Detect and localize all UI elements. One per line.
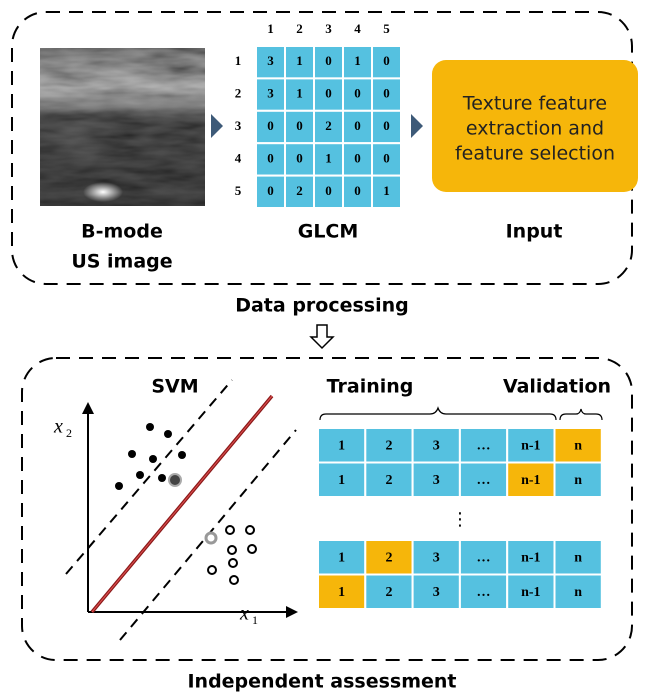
arrow bbox=[411, 114, 423, 138]
fold-label: n-1 bbox=[521, 550, 540, 565]
fold-label: 2 bbox=[385, 438, 392, 453]
cell-value: 0 bbox=[296, 118, 303, 133]
fold-label: 1 bbox=[338, 585, 345, 600]
fold-label: n-1 bbox=[521, 585, 540, 600]
cell-value: 3 bbox=[267, 53, 274, 68]
down-arrow bbox=[311, 325, 333, 348]
fold-label: n bbox=[574, 585, 582, 600]
glcm-matrix: 1 2 3 4 5 1 2 3 4 5 3 1 0 1 0 3 1 0 0 0 0 0 2 0 0 0 0 1 0 0 0 2 0 0 1 bbox=[235, 21, 401, 208]
fold-label: 3 bbox=[433, 438, 440, 453]
cell-value: 0 bbox=[267, 183, 274, 198]
caption: Independent assessment bbox=[187, 671, 456, 693]
fold-label: 2 bbox=[385, 585, 392, 600]
column-header: 2 bbox=[296, 21, 303, 36]
cell-value: 2 bbox=[325, 118, 332, 133]
fold-label: n-1 bbox=[521, 473, 540, 488]
training-brace bbox=[320, 408, 556, 420]
input-text: feature selection bbox=[455, 143, 615, 165]
fold-label: n-1 bbox=[521, 438, 540, 453]
cell-value: 0 bbox=[267, 118, 274, 133]
validation-label: Validation bbox=[503, 376, 611, 398]
input-text: Texture feature bbox=[462, 93, 607, 115]
cell-value: 0 bbox=[325, 53, 332, 68]
cell-value: 0 bbox=[383, 53, 390, 68]
y-axis-label: x bbox=[53, 416, 63, 438]
column-header: 3 bbox=[325, 21, 332, 36]
x-axis-label: x bbox=[239, 603, 249, 625]
fold-label: n bbox=[574, 473, 582, 488]
fold-label: … bbox=[477, 550, 491, 565]
fold-label: 1 bbox=[338, 438, 345, 453]
svm-plot bbox=[66, 380, 298, 640]
row-header: 5 bbox=[235, 183, 242, 198]
cell-value: 0 bbox=[354, 150, 361, 165]
row-header: 2 bbox=[235, 86, 242, 101]
arrow bbox=[211, 114, 223, 138]
cell-value: 0 bbox=[325, 183, 332, 198]
fold-label: 2 bbox=[385, 550, 392, 565]
cell-value: 3 bbox=[267, 86, 274, 101]
cell-value: 0 bbox=[325, 86, 332, 101]
row-header: 3 bbox=[235, 118, 242, 133]
fold-label: … bbox=[477, 585, 491, 600]
svm-title: SVM bbox=[151, 376, 198, 398]
fold-label: 3 bbox=[433, 585, 440, 600]
image-label: B-mode bbox=[81, 221, 163, 243]
ellipsis: ⋮ bbox=[451, 509, 469, 530]
fold-label: 1 bbox=[338, 550, 345, 565]
cell-value: 1 bbox=[296, 53, 303, 68]
fold-label: 2 bbox=[385, 473, 392, 488]
column-header: 4 bbox=[354, 21, 361, 36]
fold-label: 1 bbox=[338, 473, 345, 488]
input-label: Input bbox=[506, 221, 563, 243]
diagram: B-mode US image 1 2 3 4 5 1 2 3 4 5 3 1 0 1 0 3 1 0 0 0 0 0 2 0… bbox=[0, 0, 645, 695]
cell-value: 0 bbox=[354, 118, 361, 133]
fold-label: n bbox=[574, 550, 582, 565]
validation-brace bbox=[560, 409, 602, 420]
cell-value: 0 bbox=[383, 86, 390, 101]
cell-value: 0 bbox=[354, 86, 361, 101]
cell-value: 0 bbox=[383, 150, 390, 165]
cell-value: 1 bbox=[296, 86, 303, 101]
caption: Data processing bbox=[235, 295, 409, 317]
fold-label: … bbox=[477, 473, 491, 488]
input-text: extraction and bbox=[466, 118, 604, 140]
x-axis-subscript: 1 bbox=[252, 613, 258, 627]
cell-value: 0 bbox=[267, 150, 274, 165]
training-label: Training bbox=[327, 376, 414, 398]
y-axis-subscript: 2 bbox=[66, 426, 72, 440]
cell-value: 1 bbox=[383, 183, 390, 198]
cell-value: 0 bbox=[296, 150, 303, 165]
fold-label: 3 bbox=[433, 473, 440, 488]
cell-value: 0 bbox=[383, 118, 390, 133]
cell-value: 2 bbox=[296, 183, 303, 198]
cell-value: 0 bbox=[354, 183, 361, 198]
cell-value: 1 bbox=[325, 150, 332, 165]
cell-value: 1 bbox=[354, 53, 361, 68]
fold-label: 3 bbox=[433, 550, 440, 565]
image-label: US image bbox=[71, 251, 172, 273]
us-image bbox=[40, 48, 205, 206]
glcm-label: GLCM bbox=[298, 221, 359, 243]
row-header: 1 bbox=[235, 53, 242, 68]
panel-border bbox=[22, 358, 632, 660]
column-header: 1 bbox=[267, 21, 274, 36]
column-header: 5 bbox=[383, 21, 390, 36]
fold-label: … bbox=[477, 438, 491, 453]
row-header: 4 bbox=[235, 150, 242, 165]
fold-label: n bbox=[574, 438, 582, 453]
